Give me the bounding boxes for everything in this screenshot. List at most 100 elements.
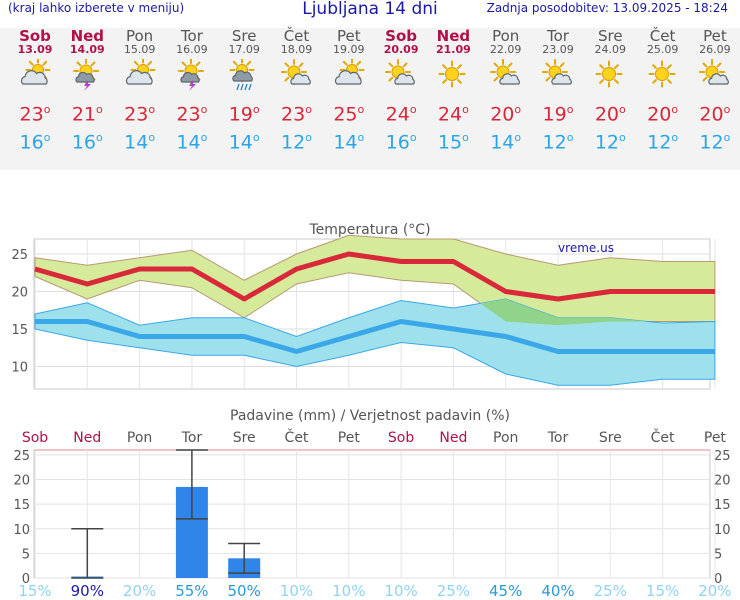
max-temperature: 19o <box>542 103 574 126</box>
precipitation-probability: 25% <box>594 582 627 600</box>
y-tick-label: 20 <box>714 474 731 489</box>
day-label: Sre <box>233 430 256 446</box>
y-tick-label: 0 <box>22 572 30 587</box>
day-name: Sre <box>231 27 257 45</box>
y-tick-label: 10 <box>11 361 28 376</box>
day-date: 24.09 <box>594 43 627 56</box>
day-column: Sob 13.09 23o 16o <box>9 28 61 156</box>
daily-forecast-strip: Sob 13.09 23o 16o Ned 14.09 21o 16o Pon 15.09 23o 1… <box>0 28 740 170</box>
precipitation-probability: 55% <box>175 582 208 600</box>
sun-behind-cloud-icon <box>20 59 51 85</box>
day-column: Pon 15.09 23o 14o <box>114 28 166 156</box>
max-temperature: 24o <box>385 103 417 126</box>
day-date: 17.09 <box>228 43 260 56</box>
precipitation-probability: 15% <box>18 582 51 600</box>
day-label: Čet <box>285 428 309 446</box>
day-column: Pon 22.09 20o 14o <box>480 28 532 156</box>
day-label: Pon <box>127 430 152 446</box>
day-date: 23.09 <box>542 43 574 56</box>
temperature-chart-title: Temperatura (°C) <box>308 222 430 238</box>
y-tick-label: 15 <box>11 323 28 338</box>
day-label: Sob <box>22 430 48 446</box>
min-temperature: 12o <box>647 131 679 154</box>
precipitation-probability: 20% <box>698 582 731 600</box>
sun-behind-cloud-icon <box>334 59 365 85</box>
min-temperature: 14o <box>124 131 156 154</box>
min-temperature: 16o <box>71 131 103 154</box>
y-tick-label: 20 <box>13 474 30 489</box>
day-date: 18.09 <box>280 43 313 56</box>
location-hint[interactable]: (kraj lahko izberete v meniju) <box>8 1 185 15</box>
precipitation-probability: 45% <box>489 582 522 600</box>
day-column: Ned 21.09 24o 15o <box>427 28 479 156</box>
min-temperature: 14o <box>490 131 522 154</box>
day-column: Sre 17.09 19o 14o <box>218 28 270 156</box>
day-column: Tor 16.09 23o 14o <box>166 28 218 156</box>
day-name: Čet <box>283 27 310 45</box>
day-label: Ned <box>439 430 467 446</box>
day-date: 14.09 <box>69 43 105 56</box>
max-temperature: 20o <box>647 103 679 126</box>
last-update: Zadnja posodobitev: 13.09.2025 - 18:24 <box>486 1 728 15</box>
precipitation-probability: 90% <box>71 582 104 600</box>
y-tick-label: 25 <box>11 248 28 263</box>
y-tick-label: 5 <box>714 547 722 562</box>
min-temperature: 12o <box>594 131 626 154</box>
precipitation-plot-area <box>33 449 711 579</box>
day-date: 25.09 <box>646 43 679 56</box>
min-temperature: 12o <box>542 131 574 154</box>
day-date: 21.09 <box>435 43 471 56</box>
band-overlap <box>480 299 648 326</box>
precipitation-range <box>228 542 261 574</box>
day-name: Tor <box>180 27 203 45</box>
max-temperature: 24o <box>437 103 469 126</box>
precipitation-probability: 15% <box>646 582 679 600</box>
day-date: 26.09 <box>699 43 731 56</box>
day-column: Ned 14.09 21o 16o <box>61 28 113 156</box>
day-label: Pet <box>338 430 361 446</box>
day-name: Sre <box>598 27 623 45</box>
precipitation-range <box>71 528 104 579</box>
sun-small-cloud-icon <box>489 59 520 85</box>
sun-icon <box>648 60 676 88</box>
day-label: Pet <box>704 430 727 446</box>
day-name: Pet <box>336 27 361 45</box>
min-temperature: 14o <box>333 131 365 154</box>
min-temperature: 14o <box>228 131 260 154</box>
precipitation-probability: 10% <box>280 582 313 600</box>
sun-cloud-thunder-icon <box>73 59 100 91</box>
day-name: Sob <box>19 27 51 45</box>
sun-small-cloud-icon <box>698 59 729 85</box>
day-date: 20.09 <box>383 43 419 56</box>
day-name: Ned <box>70 27 105 45</box>
max-temperature: 23o <box>176 103 208 126</box>
temperature-chart: 10 15 20 25 Temperatura (°C) vreme.us <box>11 222 716 390</box>
y-tick-label: 25 <box>13 449 30 464</box>
precipitation-probability: 10% <box>384 582 417 600</box>
day-name: Pon <box>125 27 154 45</box>
day-name: Pet <box>703 27 727 45</box>
precipitation-probability: 50% <box>228 582 261 600</box>
max-temperature: 23o <box>281 103 312 126</box>
precipitation-probability: 40% <box>541 582 574 600</box>
min-temperature: 16o <box>19 131 51 154</box>
precipitation-probability: 20% <box>123 582 156 600</box>
day-label: Tor <box>181 430 203 446</box>
sun-cloud-rain-icon <box>229 59 255 91</box>
max-temperature-line <box>34 251 715 302</box>
day-column: Pet 26.09 20o 12o <box>689 28 740 156</box>
y-tick-label: 0 <box>714 572 722 587</box>
y-tick-label: 20 <box>11 286 28 301</box>
sun-behind-cloud-icon <box>125 59 156 85</box>
watermark: vreme.us <box>558 241 614 255</box>
min-temperature: 14o <box>176 131 208 154</box>
day-date: 19.09 <box>333 43 365 56</box>
day-label: Pon <box>493 430 518 446</box>
top-bar: (kraj lahko izberete v meniju) Ljubljana… <box>0 0 740 20</box>
sun-icon <box>595 60 623 88</box>
y-tick-label: 10 <box>13 523 30 538</box>
y-tick-label: 25 <box>714 449 731 464</box>
max-temperature: 25o <box>333 103 365 126</box>
max-temperature: 20o <box>594 103 626 126</box>
sun-small-cloud-icon <box>542 59 572 85</box>
